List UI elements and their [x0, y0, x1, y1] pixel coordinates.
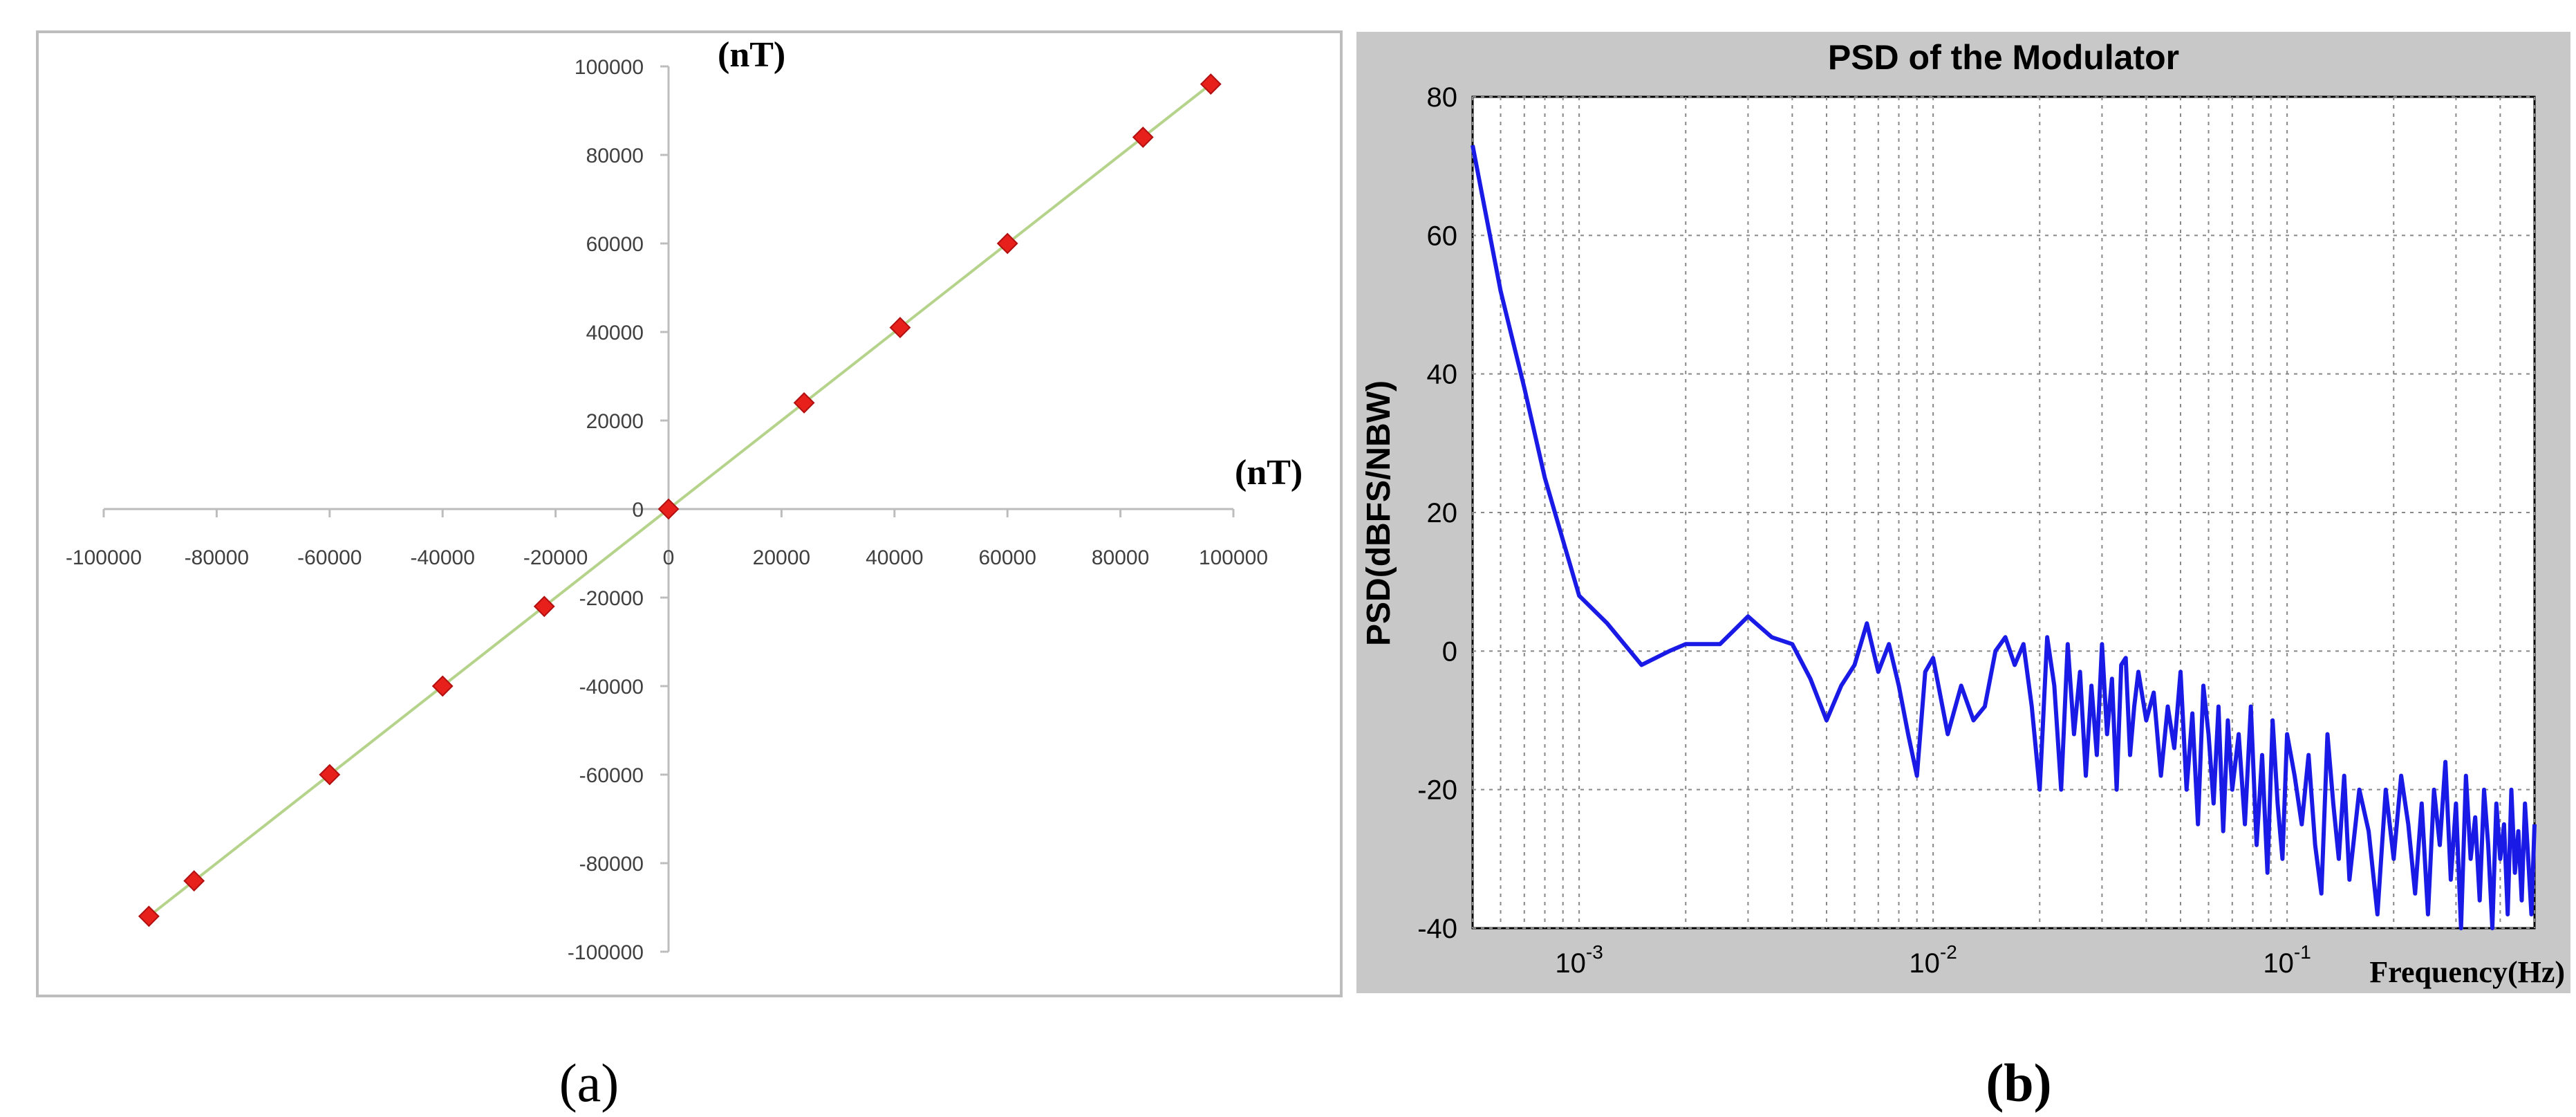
y-tick-label-a: 40000 [586, 322, 644, 344]
y-tick-label-a: 0 [632, 499, 644, 521]
data-point-a [1200, 73, 1222, 95]
x-tick-label-a: -80000 [185, 546, 249, 569]
y-tick-label-a: -20000 [579, 587, 644, 610]
y-tick-labels-b: -40 -20 0 20 40 60 80 [1417, 82, 1457, 944]
data-point-a [793, 391, 815, 414]
y-axis-label-b: PSD(dBFS/NBW) [1361, 380, 1397, 646]
data-point-a [889, 317, 911, 339]
x-tick-label-a: 100000 [1199, 546, 1268, 569]
x-tick-label-a: -60000 [297, 546, 362, 569]
data-point-a [138, 905, 160, 927]
psd-series-line [1471, 145, 2537, 930]
data-point-a [431, 675, 454, 697]
y-tick-label-a: 100000 [575, 56, 644, 79]
data-point-a [657, 498, 680, 520]
data-point-a [183, 870, 205, 892]
y-tick-label-a: -100000 [568, 941, 644, 964]
caption-b: (b) [1986, 1053, 2051, 1113]
x-tick-label-b: 10-3 [1555, 941, 1603, 979]
y-unit-label-a: (nT) [718, 35, 785, 75]
x-unit-label-a: (nT) [1235, 453, 1303, 492]
grid-b [1472, 96, 2535, 929]
y-tick-label-b: 40 [1427, 360, 1458, 390]
y-tick-label-b: 60 [1427, 221, 1458, 251]
y-tick-label-a: 20000 [586, 410, 644, 433]
x-tick-label-a: 60000 [978, 546, 1036, 569]
chart-b-panel [1356, 32, 2570, 993]
caption-a: (a) [559, 1053, 619, 1113]
y-tick-label-b: 80 [1427, 82, 1458, 113]
x-axis-label-b: Frequency(Hz) [2369, 955, 2565, 989]
data-point-a [1132, 126, 1154, 148]
y-tick-label-b: 0 [1442, 636, 1457, 667]
x-tick-labels-a: -100000 -80000 -60000 -40000 -20000 0 20000 400… [66, 509, 1268, 569]
chart-b-plot-area [1471, 95, 2536, 930]
x-tick-label-b: 10-1 [2263, 941, 2311, 979]
chart-b-title: PSD of the Modulator [1828, 38, 2179, 77]
x-tick-label-a: -100000 [66, 546, 142, 569]
data-point-a [319, 764, 341, 786]
y-tick-label-a: -60000 [579, 764, 644, 787]
x-tick-label-a: -40000 [410, 546, 474, 569]
x-tick-label-b: 10-2 [1909, 941, 1957, 979]
y-tick-label-a: -80000 [579, 853, 644, 876]
data-points-a [138, 73, 1222, 927]
x-tick-label-a: 0 [663, 546, 675, 569]
y-tick-labels-a: -100000 -80000 -60000 -40000 -20000 0 20000 400… [568, 56, 669, 964]
x-tick-label-a: 20000 [753, 546, 810, 569]
y-tick-label-b: -20 [1417, 775, 1457, 806]
data-point-a [996, 232, 1018, 255]
chart-a-frame [36, 30, 1343, 997]
y-tick-label-a: -40000 [579, 676, 644, 699]
x-tick-labels-b: 10-3 10-2 10-1 [1555, 941, 2311, 979]
y-tick-label-a: 60000 [586, 233, 644, 256]
y-tick-label-b: -40 [1417, 914, 1457, 944]
x-tick-label-a: 80000 [1092, 546, 1149, 569]
data-point-a [533, 596, 555, 618]
y-tick-label-b: 20 [1427, 498, 1458, 528]
scatter-chart-a: -100000 -80000 -60000 -40000 -20000 0 20000 400… [36, 30, 1343, 1113]
y-tick-label-a: 80000 [586, 145, 644, 167]
x-tick-label-a: 40000 [866, 546, 923, 569]
x-tick-label-a: -20000 [523, 546, 588, 569]
